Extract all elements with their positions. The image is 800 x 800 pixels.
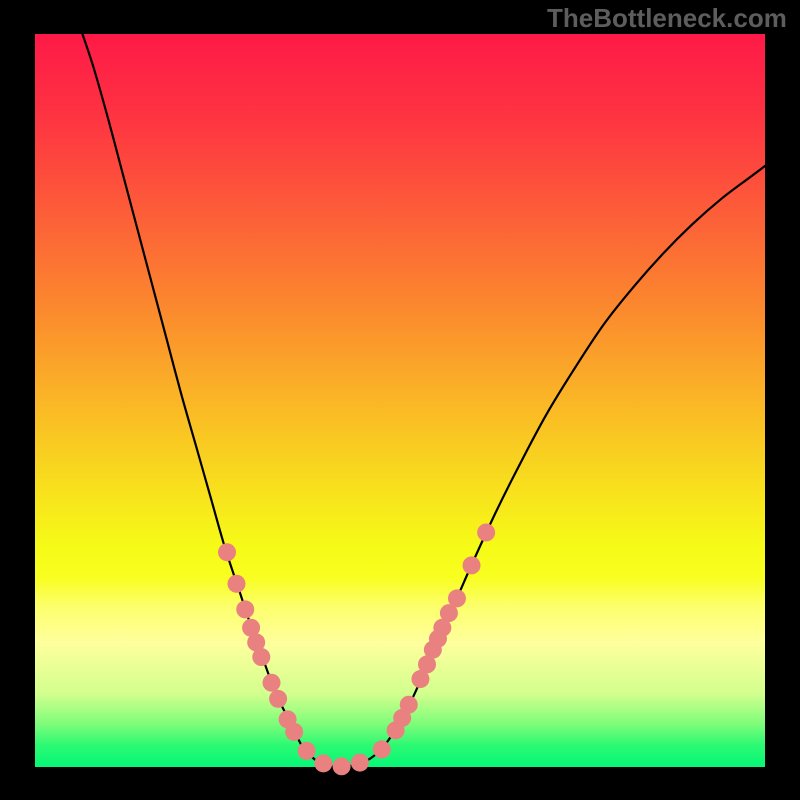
data-marker xyxy=(463,556,481,574)
data-marker xyxy=(351,754,369,772)
data-marker xyxy=(252,648,270,666)
data-marker xyxy=(236,600,254,618)
data-marker xyxy=(448,589,466,607)
data-marker xyxy=(333,757,351,775)
gradient-background xyxy=(35,34,765,767)
data-marker xyxy=(373,740,391,758)
data-marker xyxy=(477,523,495,541)
bottleneck-chart xyxy=(0,0,800,800)
data-marker xyxy=(218,543,236,561)
data-marker xyxy=(298,742,316,760)
data-marker xyxy=(314,754,332,772)
data-marker xyxy=(263,674,281,692)
data-marker xyxy=(227,575,245,593)
data-marker xyxy=(285,723,303,741)
data-marker xyxy=(400,696,418,714)
watermark-text: TheBottleneck.com xyxy=(547,3,787,34)
data-marker xyxy=(269,690,287,708)
